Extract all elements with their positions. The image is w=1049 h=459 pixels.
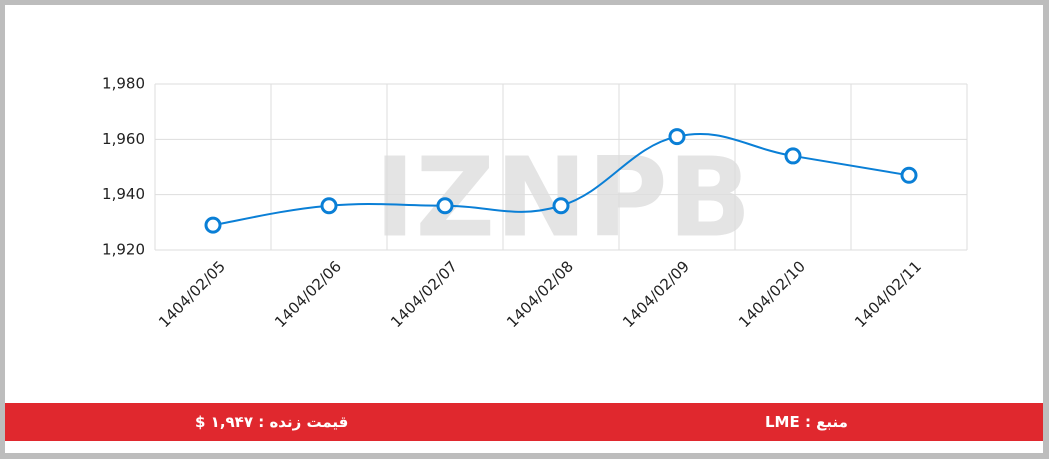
x-tick-label: 1404/02/11 (851, 257, 925, 331)
point (436, 197, 454, 215)
chart: IZNPB 1,920 1,940 1,960 1,980 1404/02/05 1404… (102, 75, 968, 331)
x-tick-label: 1404/02/05 (155, 257, 229, 331)
x-tick-label: 1404/02/07 (387, 257, 461, 331)
y-tick-label: 1,920 (102, 241, 145, 259)
x-tick-label: 1404/02/06 (271, 257, 345, 331)
point (668, 128, 686, 146)
live-price: قیمت زنده : ۱,۹۴۷ $ (195, 413, 349, 431)
card (5, 5, 1043, 453)
y-tick-label: 1,940 (102, 185, 145, 203)
x-tick-label: 1404/02/09 (619, 257, 693, 331)
source: منبع : LME (765, 413, 848, 431)
watermark: IZNPB (374, 133, 751, 261)
point (900, 166, 918, 184)
x-tick-label: 1404/02/08 (503, 257, 577, 331)
point (784, 147, 802, 165)
point (552, 197, 570, 215)
point (204, 216, 222, 234)
x-tick-label: 1404/02/10 (735, 257, 809, 331)
point (320, 197, 338, 215)
y-tick-label: 1,960 (102, 130, 145, 148)
y-tick-label: 1,980 (102, 75, 145, 93)
footer-bar: قیمت زنده : ۱,۹۴۷ $ منبع : LME (5, 403, 1043, 441)
